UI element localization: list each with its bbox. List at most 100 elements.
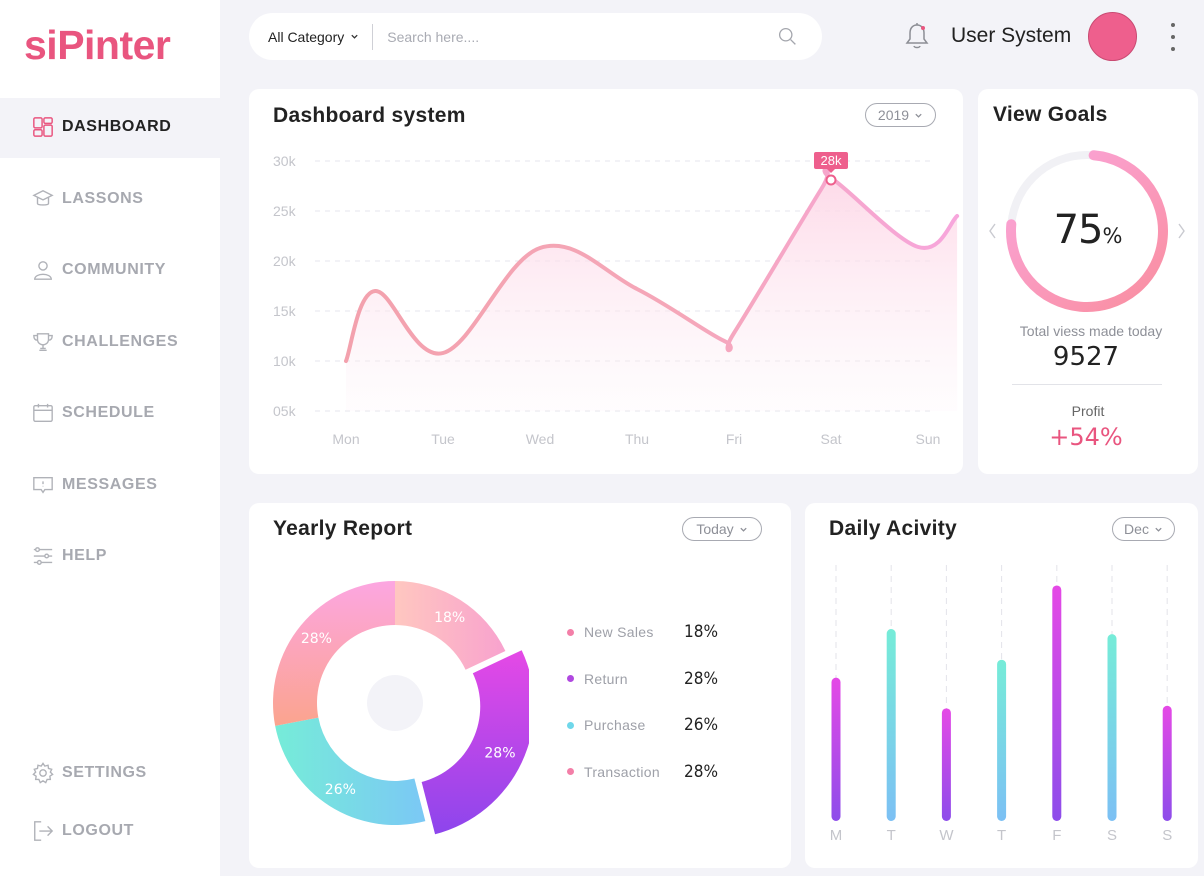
x-tick-label: Fri: [726, 431, 742, 447]
x-tick-label: Mon: [332, 431, 359, 447]
legend-label: Return: [584, 670, 628, 687]
period-filter-dropdown[interactable]: Today: [682, 517, 762, 541]
legend-value: 18%: [684, 622, 718, 642]
activity-bar[interactable]: [886, 629, 896, 821]
trophy-icon: [32, 331, 54, 353]
day-label: W: [939, 827, 954, 844]
sidebar-item-label: MESSAGES: [62, 475, 158, 493]
sidebar-item-label: LASSONS: [62, 189, 144, 207]
activity-bar[interactable]: [1107, 634, 1117, 821]
sidebar-item-challenges[interactable]: CHALLENGES: [0, 306, 220, 378]
goal-percent-value: 75: [1053, 207, 1104, 253]
x-tick-label: Tue: [431, 431, 455, 447]
sidebar-item-label: SETTINGS: [62, 764, 147, 781]
view-goals-title: View Goals: [993, 103, 1108, 126]
y-tick-label: 10k: [273, 353, 297, 369]
legend-dot: [567, 721, 574, 729]
donut-segment[interactable]: [273, 581, 395, 726]
year-filter-label: 2019: [877, 107, 910, 123]
sidebar-bottom-nav: SETTINGS LOGOUT: [0, 744, 220, 860]
donut-segment[interactable]: [275, 717, 426, 825]
year-filter-dropdown[interactable]: 2019: [865, 103, 936, 127]
sidebar-item-label: CHALLENGES: [62, 332, 179, 350]
total-views-value: 9527: [1052, 342, 1120, 372]
daily-activity-card: Daily Acivity Dec M T W T F S S: [805, 503, 1198, 868]
category-dropdown[interactable]: All Category: [249, 13, 359, 60]
search-divider: [372, 23, 374, 50]
yearly-report-title: Yearly Report: [273, 517, 413, 540]
sidebar-item-lassons[interactable]: LASSONS: [0, 163, 220, 235]
dashboard-icon: [32, 116, 54, 138]
sidebar-item-community[interactable]: COMMUNITY: [0, 234, 220, 306]
month-filter-dropdown[interactable]: Dec: [1112, 517, 1175, 541]
legend-dot: [567, 675, 574, 682]
sidebar-item-help[interactable]: HELP: [0, 520, 220, 592]
y-tick-label: 30k: [273, 153, 297, 169]
donut-segment-label: 28%: [484, 745, 515, 761]
peak-label: 28k: [821, 153, 842, 168]
goal-ring-progress: [1006, 150, 1168, 312]
sidebar-item-schedule[interactable]: SCHEDULE: [0, 377, 220, 449]
sidebar-item-label: HELP: [62, 547, 108, 565]
activity-bar[interactable]: [997, 659, 1007, 821]
yearly-report-card: Yearly Report Today 18% 28% 26% 28% New Sal…: [249, 503, 791, 868]
donut-chart: 18% 28% 26% 28%: [273, 581, 529, 835]
sidebar-item-label: LOGOUT: [62, 822, 135, 839]
sidebar-item-messages[interactable]: MESSAGES: [0, 449, 220, 521]
dashboard-chart-card: Dashboard system 2019 28k 30k 25k 20k 15k 10…: [249, 89, 963, 474]
message-icon: [32, 474, 54, 496]
legend-item: Purchase 26%: [567, 715, 718, 735]
sidebar-item-logout[interactable]: LOGOUT: [0, 802, 220, 860]
user-name[interactable]: User System: [951, 24, 1072, 47]
day-label: F: [1052, 827, 1061, 844]
day-label: M: [830, 827, 843, 844]
day-label: S: [1162, 827, 1172, 844]
period-filter-label: Today: [696, 521, 734, 537]
chevron-left-icon[interactable]: [989, 223, 996, 239]
sidebar-item-dashboard[interactable]: DASHBOARD: [6, 98, 220, 156]
peak-tooltip-arrow: [827, 169, 835, 173]
search-bar: All Category: [249, 13, 822, 60]
activity-bar[interactable]: [1162, 705, 1172, 821]
peak-tooltip: [814, 152, 848, 169]
search-input[interactable]: [387, 28, 748, 45]
profit-value: +54%: [1049, 423, 1123, 451]
chevron-right-icon[interactable]: [1178, 223, 1185, 239]
graduation-cap-icon: [32, 188, 54, 210]
chevron-down-icon: [740, 527, 747, 532]
bell-icon[interactable]: [903, 21, 931, 51]
calendar-icon: [32, 402, 54, 424]
logo-area: siPinter: [0, 0, 220, 98]
legend-item: Return 28%: [567, 669, 718, 689]
gear-icon: [32, 762, 54, 784]
peak-point[interactable]: [825, 174, 837, 186]
legend-value: 28%: [684, 668, 718, 689]
legend-value: 28%: [684, 761, 718, 782]
x-tick-label: Sun: [916, 431, 941, 447]
chevron-down-icon: [915, 113, 922, 118]
line-chart: 28k 30k 25k 20k 15k 10k 05k Mon Tue Wed Thu Fri Sat…: [273, 152, 960, 447]
user-icon: [32, 259, 54, 281]
avatar[interactable]: [1088, 12, 1137, 61]
legend-dot: [567, 768, 574, 775]
activity-bar[interactable]: [1052, 585, 1062, 821]
donut-segment[interactable]: [421, 650, 529, 835]
category-label: All Category: [268, 28, 345, 45]
day-label: S: [1107, 827, 1117, 844]
logout-icon: [32, 820, 54, 842]
search-icon[interactable]: [777, 26, 798, 47]
more-menu-icon[interactable]: [1166, 21, 1180, 53]
sidebar-item-settings[interactable]: SETTINGS: [0, 744, 220, 802]
sidebar-item-label: SCHEDULE: [62, 404, 155, 422]
activity-bar[interactable]: [941, 708, 951, 821]
donut-segment[interactable]: [395, 581, 506, 670]
y-tick-label: 15k: [273, 303, 297, 319]
donut-center: [367, 675, 423, 731]
y-tick-label: 20k: [273, 253, 297, 269]
x-tick-label: Thu: [625, 431, 649, 447]
x-tick-label: Sat: [820, 431, 841, 447]
legend-label: Purchase: [584, 717, 646, 733]
sliders-icon: [32, 545, 54, 567]
activity-bar[interactable]: [831, 677, 841, 821]
series-line: [344, 167, 960, 363]
